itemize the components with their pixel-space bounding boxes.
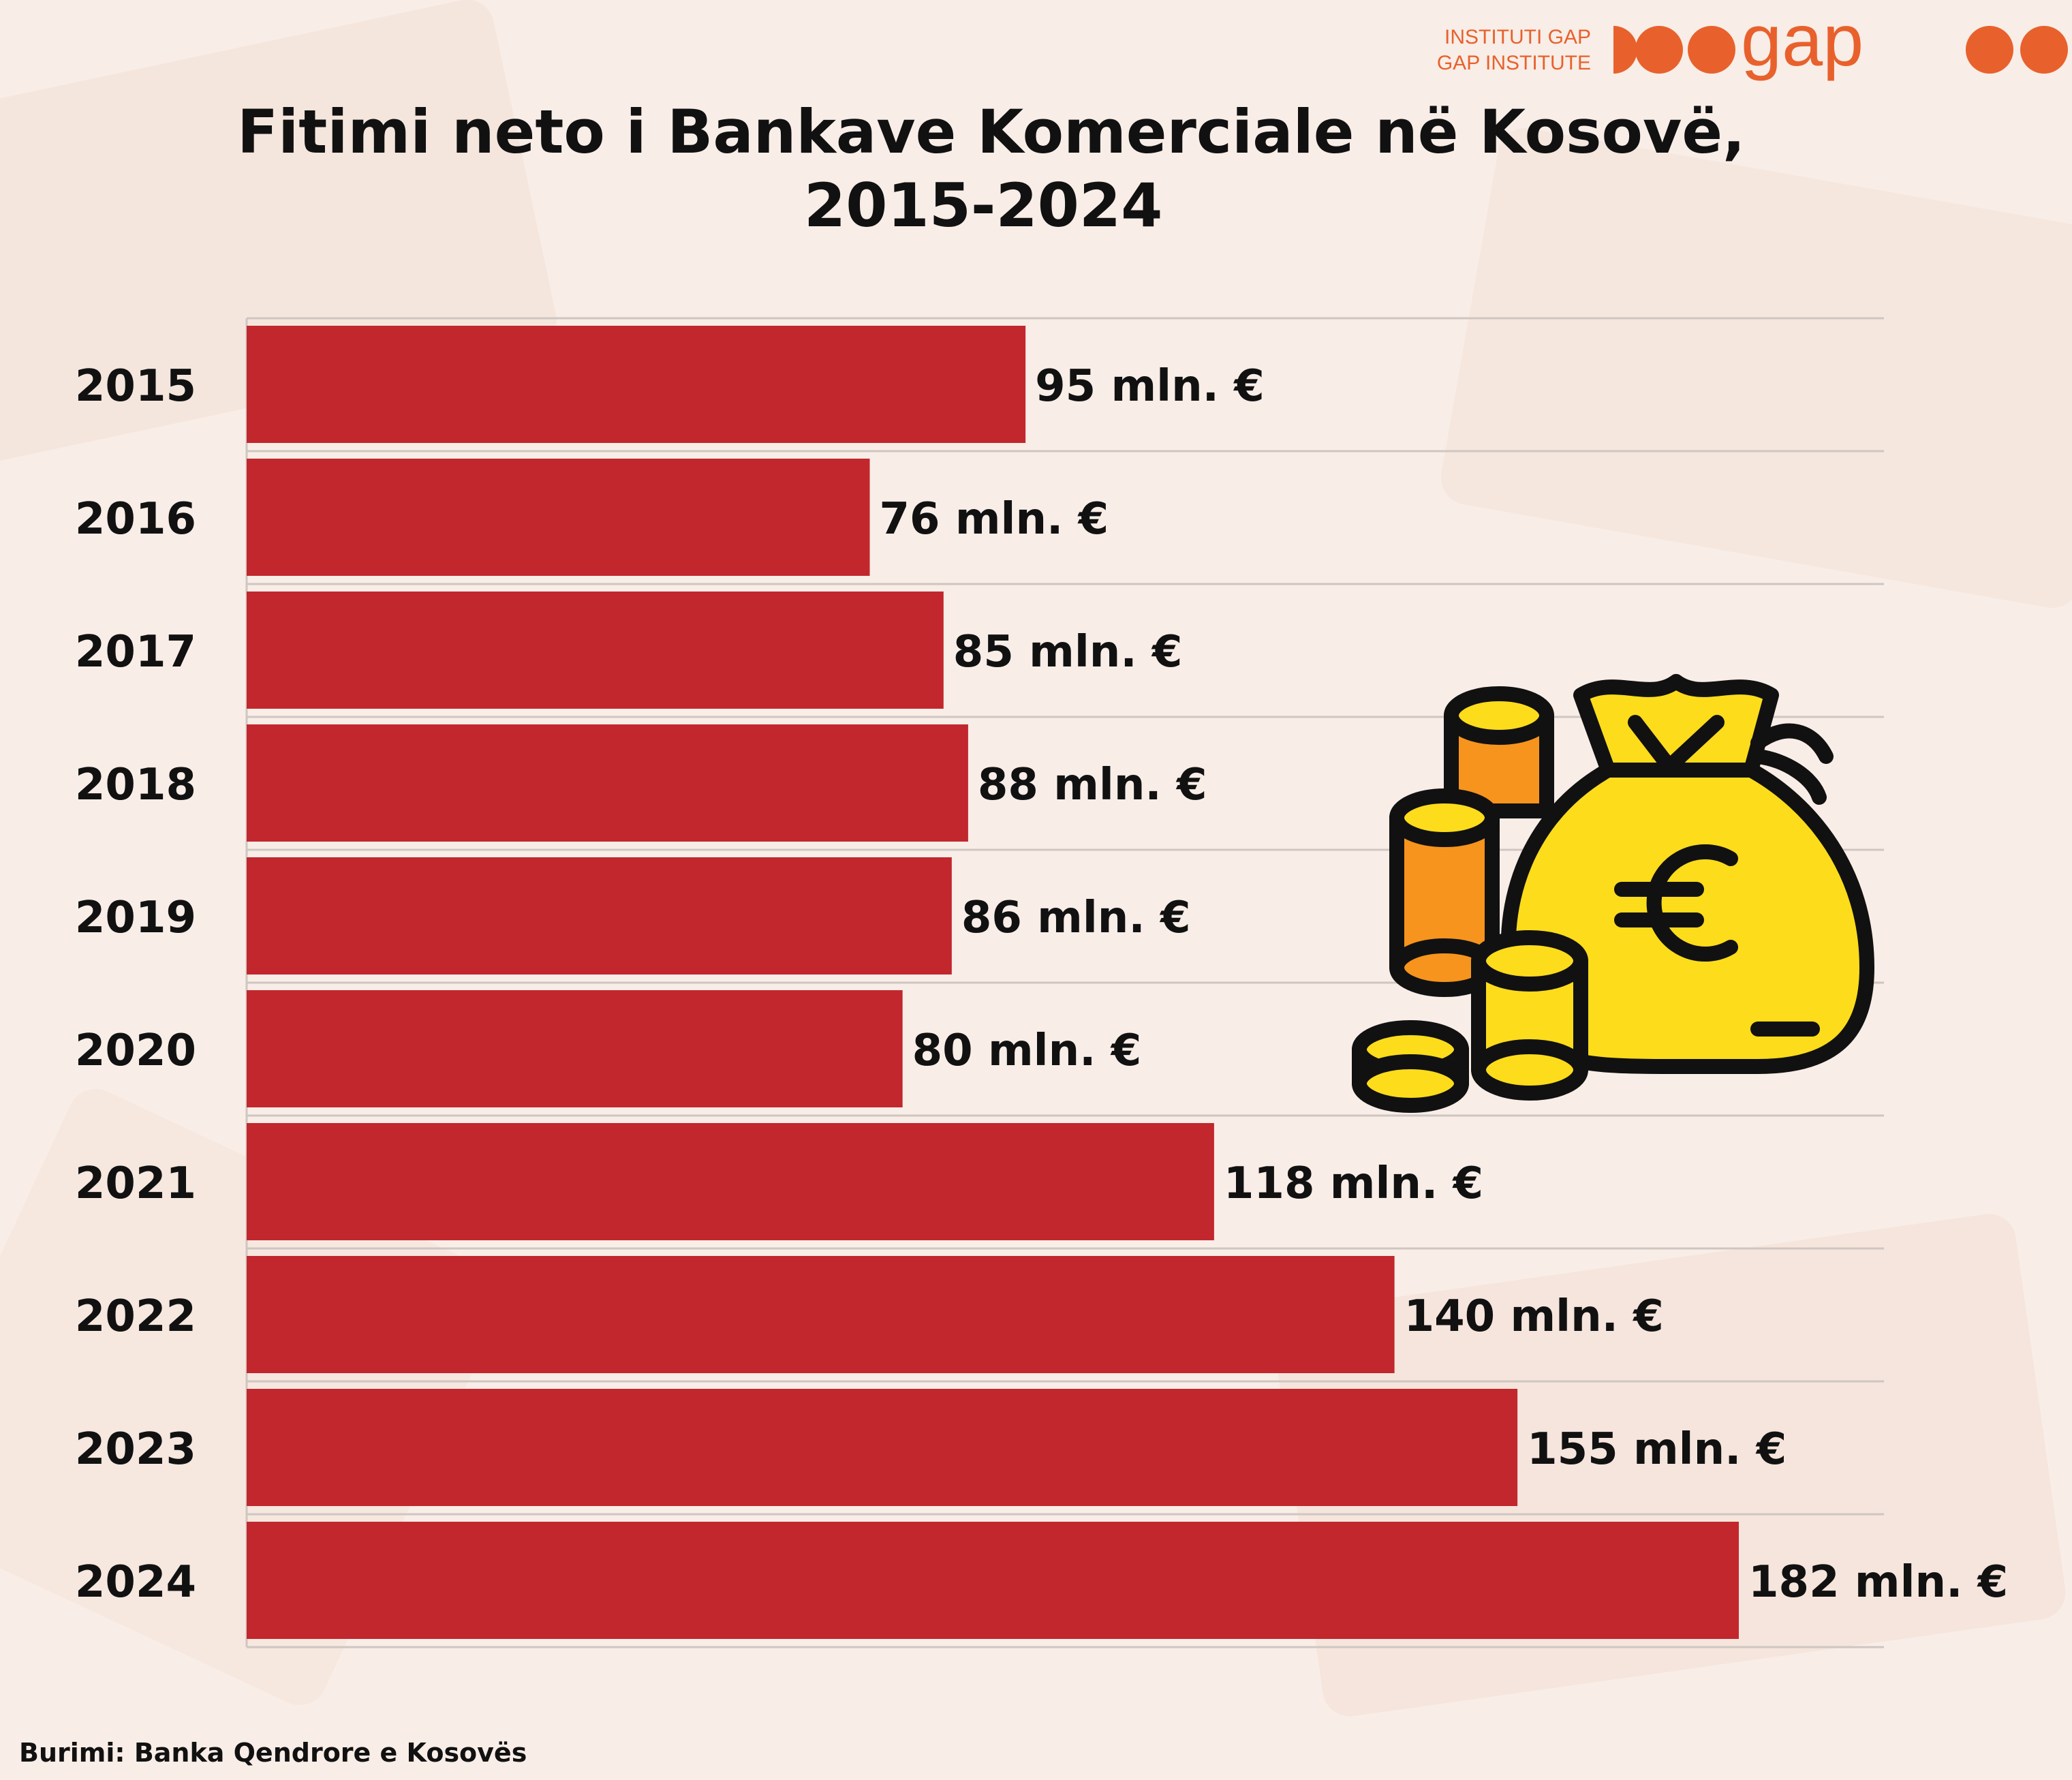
category-label: 2022 xyxy=(75,1291,196,1342)
category-label: 2021 xyxy=(75,1158,196,1209)
bar-2024 xyxy=(247,1522,1739,1639)
category-label: 2023 xyxy=(75,1424,196,1475)
value-label: 88 mln. € xyxy=(978,760,1207,810)
category-labels: 2015 2016 2017 2018 2019 2020 2021 2022 2023 2024 xyxy=(75,361,196,1608)
value-label: 80 mln. € xyxy=(912,1026,1142,1076)
source-note: Burimi: Banka Qendrore e Kosovës xyxy=(19,1738,527,1768)
value-labels: 95 mln. € 76 mln. € 85 mln. € 88 mln. € 86 m… xyxy=(880,361,2009,1608)
logo-text: INSTITUTI GAP GAP INSTITUTE xyxy=(1424,25,1591,76)
bar-2020 xyxy=(247,990,903,1107)
logo-word: gap xyxy=(1741,12,1864,81)
title-line-1: Fitimi neto i Bankave Komerciale në Koso… xyxy=(237,97,1746,167)
value-label: 85 mln. € xyxy=(953,627,1183,677)
value-label: 76 mln. € xyxy=(880,494,1109,544)
category-label: 2024 xyxy=(75,1557,196,1608)
value-label: 155 mln. € xyxy=(1527,1424,1787,1475)
money-bag-euro-icon xyxy=(1352,674,1874,1113)
value-label: 95 mln. € xyxy=(1035,361,1265,412)
category-label: 2016 xyxy=(75,494,196,544)
logo-line-2: GAP INSTITUTE xyxy=(1436,52,1591,74)
bar-2021 xyxy=(247,1123,1214,1240)
bar-2019 xyxy=(247,857,952,975)
grid-lines xyxy=(245,317,1884,1648)
bars xyxy=(247,326,1739,1639)
bar-2017 xyxy=(247,592,944,709)
value-label: 140 mln. € xyxy=(1404,1291,1664,1342)
value-label: 86 mln. € xyxy=(961,893,1191,943)
gap-logo-icon: gap xyxy=(1613,12,2068,81)
category-label: 2019 xyxy=(75,893,196,943)
bar-2015 xyxy=(247,326,1026,443)
bar-2018 xyxy=(247,724,968,842)
category-label: 2020 xyxy=(75,1026,196,1076)
bar-2023 xyxy=(247,1389,1518,1506)
logo-line-1: INSTITUTI GAP xyxy=(1444,26,1591,48)
value-label: 182 mln. € xyxy=(1748,1557,2008,1608)
category-label: 2018 xyxy=(75,760,196,810)
bar-2016 xyxy=(247,459,870,576)
category-label: 2017 xyxy=(75,627,196,677)
category-label: 2015 xyxy=(75,361,196,412)
bar-2022 xyxy=(247,1256,1395,1373)
title-line-2: 2015-2024 xyxy=(804,170,1163,241)
value-label: 118 mln. € xyxy=(1224,1158,1483,1209)
